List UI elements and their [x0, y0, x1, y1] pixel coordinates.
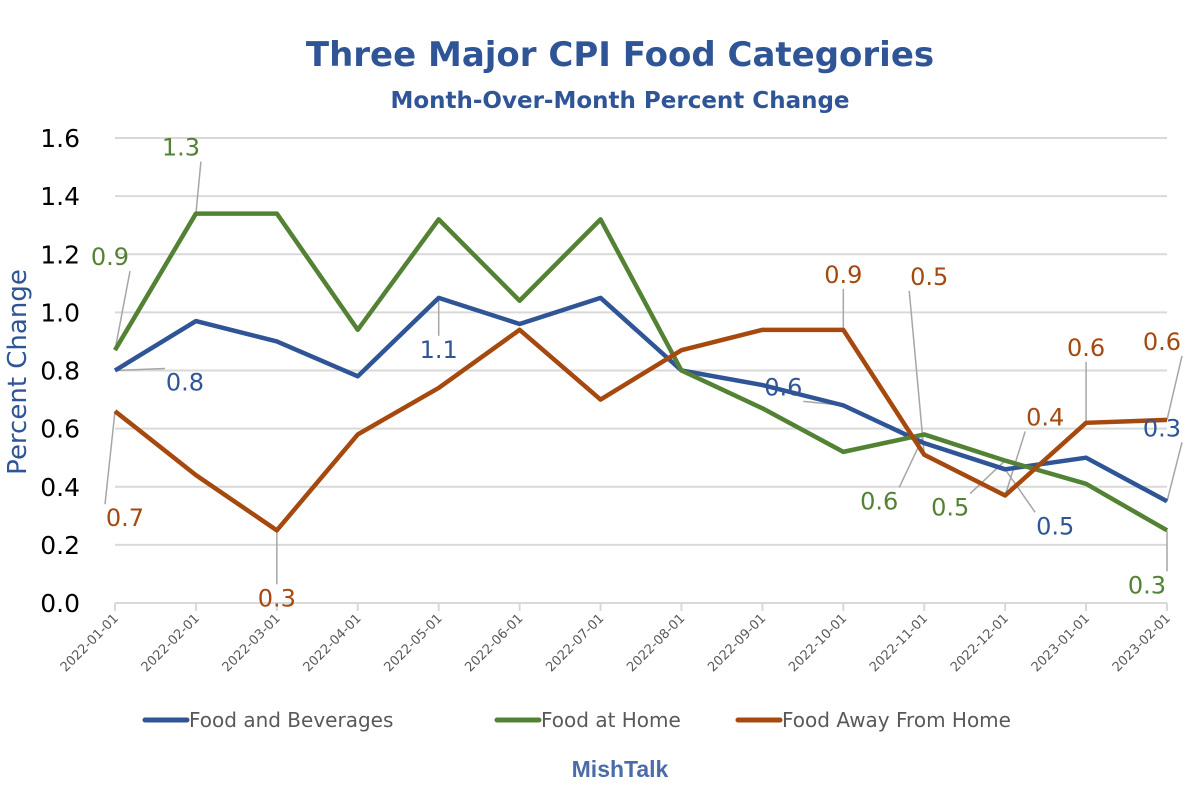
- data-label: 0.6: [1143, 328, 1181, 356]
- gridlines: [115, 137, 1167, 546]
- leader-line: [908, 290, 925, 455]
- y-axis-ticks: 0.0 0.2 0.4 0.6 0.8 1.0 1.2 1.4 1.6: [40, 124, 80, 618]
- leader-line: [114, 367, 166, 372]
- series-line: [113, 211, 1169, 533]
- x-tick-label: 2022-10-01: [786, 611, 850, 675]
- data-labels: 0.8 1.1 0.6 0.5 0.3 0.9 1.3 0.6 0.5 0.3 0.7 0.3 0.9 0…: [91, 134, 1181, 613]
- data-label: 0.6: [764, 373, 802, 401]
- x-tick-label: 2022-02-01: [139, 611, 203, 675]
- data-label: 0.6: [1067, 334, 1105, 362]
- chart-subtitle: Month-Over-Month Percent Change: [390, 88, 849, 114]
- x-tick-label: 2022-05-01: [381, 611, 445, 675]
- x-tick-label: 2022-01-01: [58, 611, 122, 675]
- leader-line: [195, 161, 202, 214]
- series-lines: [113, 211, 1169, 533]
- data-label: 0.8: [166, 369, 204, 397]
- data-label: 0.3: [258, 584, 296, 612]
- y-tick-label: 0.6: [40, 415, 80, 444]
- leader-line: [1166, 442, 1183, 502]
- data-label: 0.9: [824, 261, 862, 289]
- x-tick-label: 2023-02-01: [1110, 611, 1174, 675]
- y-tick-label: 1.0: [40, 298, 80, 327]
- legend-label: Food at Home: [541, 708, 681, 732]
- y-tick-label: 1.2: [40, 240, 80, 269]
- leader-line: [104, 411, 116, 505]
- series-line: [113, 295, 1169, 504]
- x-tick-label: 2022-11-01: [867, 611, 931, 675]
- y-tick-label: 0.0: [40, 589, 80, 618]
- x-tick-label: 2022-07-01: [543, 611, 607, 675]
- x-tick-label: 2022-06-01: [462, 611, 526, 675]
- data-label: 0.9: [91, 243, 129, 271]
- leader-line: [1004, 468, 1036, 513]
- legend: Food and Beverages Food at Home Food Away …: [142, 708, 1011, 732]
- data-label: 0.7: [106, 504, 144, 532]
- data-label: 1.1: [420, 336, 458, 364]
- data-label: 0.6: [860, 487, 898, 515]
- data-label: 0.4: [1026, 403, 1064, 431]
- y-tick-label: 0.8: [40, 357, 80, 386]
- data-label: 0.5: [1036, 512, 1074, 540]
- leader-line: [1166, 355, 1183, 421]
- data-label: 0.3: [1128, 571, 1166, 599]
- legend-label: Food and Beverages: [189, 708, 393, 732]
- x-tick-label: 2023-01-01: [1029, 611, 1093, 675]
- chart-title: Three Major CPI Food Categories: [306, 35, 934, 75]
- series-line: [113, 327, 1168, 533]
- x-tick-label: 2022-09-01: [705, 611, 769, 675]
- x-tick-label: 2022-04-01: [301, 611, 365, 675]
- y-axis-label: Percent Change: [3, 269, 33, 475]
- x-tick-label: 2022-12-01: [948, 611, 1012, 675]
- y-tick-label: 1.6: [40, 124, 80, 153]
- source-label: MishTalk: [572, 756, 669, 782]
- data-label: 0.5: [931, 494, 969, 522]
- data-label: 0.5: [910, 263, 948, 291]
- x-tick-label: 2022-03-01: [220, 611, 284, 675]
- data-label: 0.3: [1143, 414, 1181, 442]
- legend-label: Food Away From Home: [782, 708, 1011, 732]
- x-axis: 2022-01-01 2022-02-01 2022-03-01 2022-04-01…: [58, 602, 1174, 675]
- y-tick-label: 0.4: [40, 473, 80, 502]
- data-label: 1.3: [162, 134, 200, 162]
- x-tick-label: 2022-08-01: [624, 611, 688, 675]
- y-tick-label: 0.2: [40, 531, 80, 560]
- leader-line: [114, 271, 131, 351]
- y-tick-label: 1.4: [40, 182, 80, 211]
